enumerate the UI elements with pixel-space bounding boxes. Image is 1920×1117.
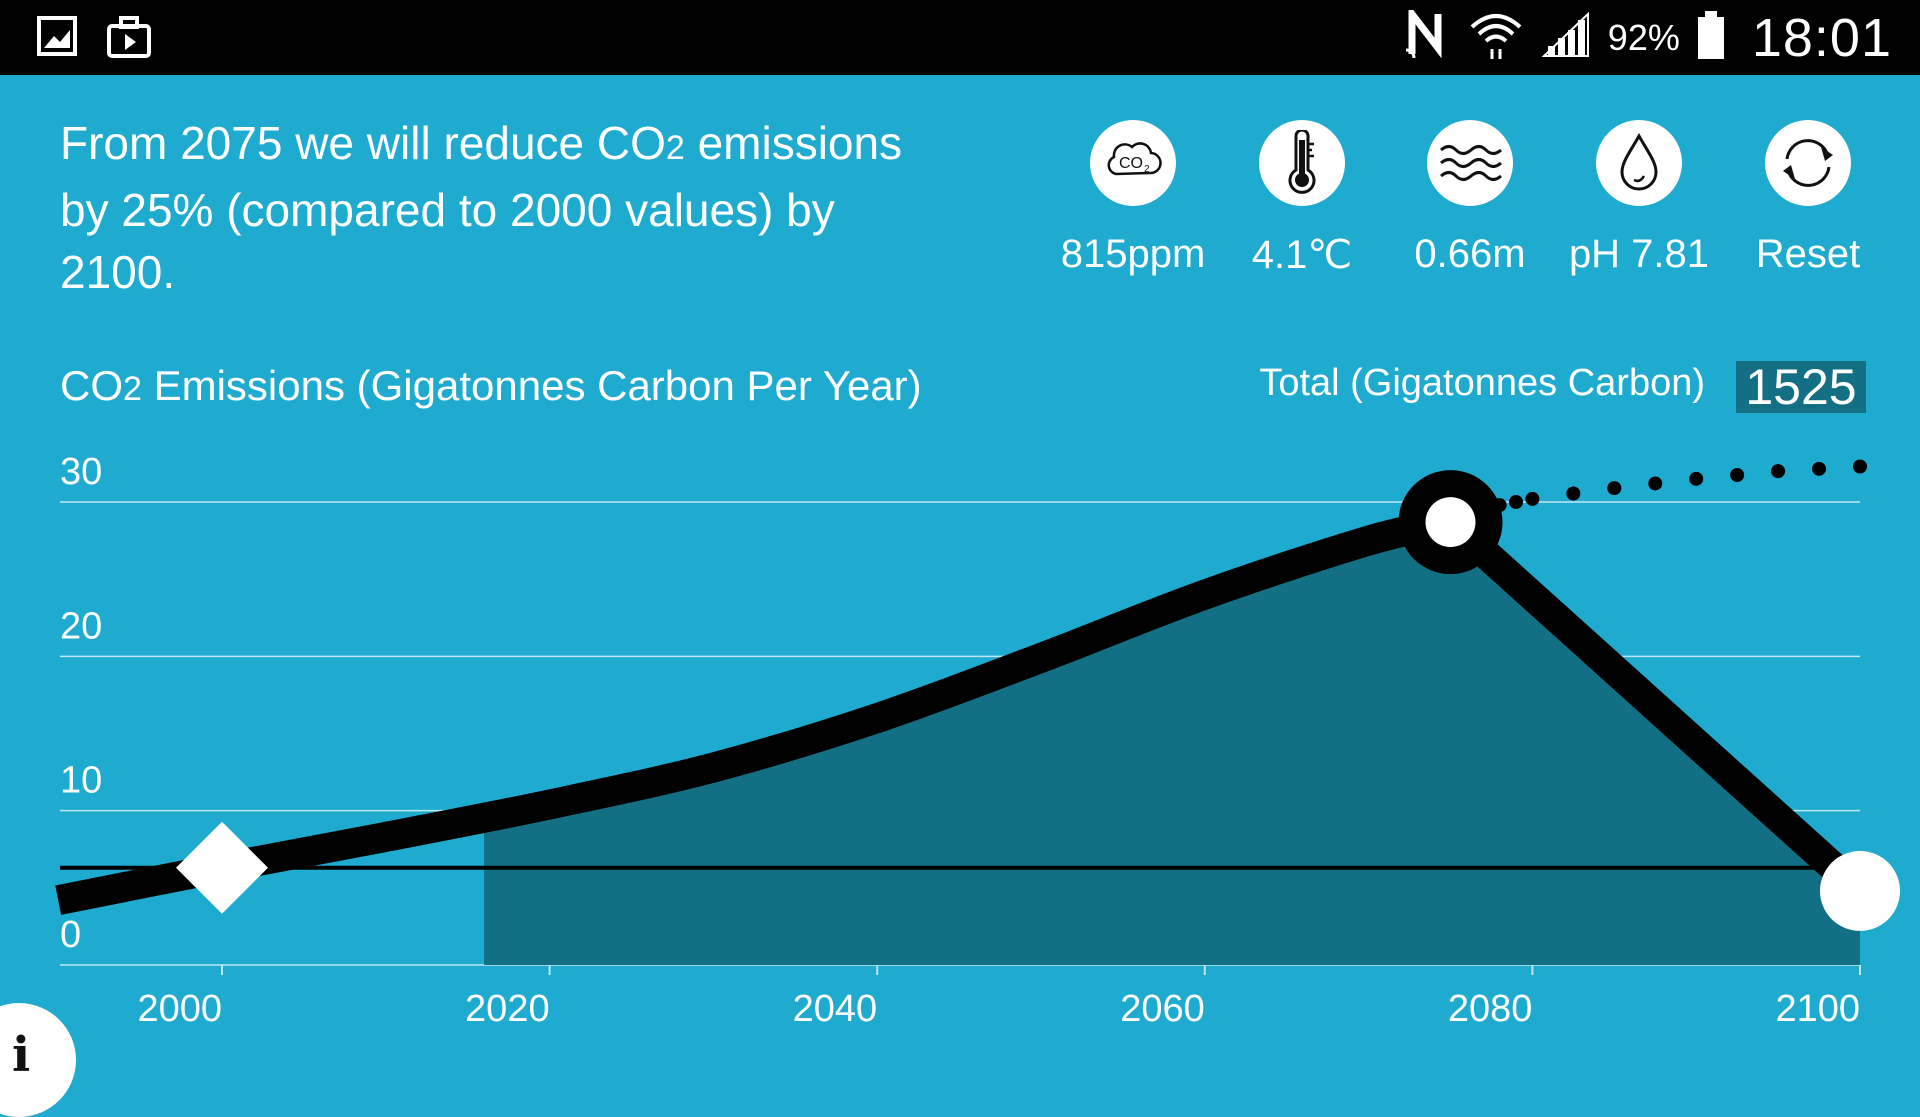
projection-dot <box>1771 464 1786 479</box>
y-tick-label: 30 <box>60 451 102 493</box>
projection-dot <box>1853 459 1867 474</box>
headline-part2: emissions by 25% (compared to 2000 value… <box>60 117 903 298</box>
signal-icon <box>1540 10 1592 65</box>
status-bar: 92% 18:01 <box>0 0 1920 75</box>
projection-dot <box>1525 491 1540 506</box>
x-tick-label: 2080 <box>1448 988 1533 1030</box>
metric-co2: CO 2 815ppm <box>1058 120 1208 277</box>
co2-cloud-icon[interactable]: CO 2 <box>1090 120 1176 206</box>
projection-dot <box>1566 486 1581 501</box>
chart-title-part1: CO <box>60 362 123 409</box>
metric-reset: Reset <box>1733 120 1883 277</box>
clock: 18:01 <box>1751 7 1892 68</box>
y-tick-label: 20 <box>60 605 102 647</box>
y-tick-label: 0 <box>60 914 81 956</box>
chart-title-subscript: 2 <box>123 370 142 408</box>
emissions-line <box>55 507 1871 915</box>
total-label: Total (Gigatonnes Carbon) <box>1259 362 1705 404</box>
chart-title: CO2 Emissions (Gigatonnes Carbon Per Yea… <box>60 362 922 410</box>
thermometer-icon[interactable] <box>1259 120 1345 206</box>
briefcase-icon <box>106 14 152 65</box>
total-value: 1525 <box>1736 361 1866 413</box>
x-tick-label: 2020 <box>465 988 550 1030</box>
cumulative-area <box>484 522 1861 965</box>
metric-ph: pH 7.81 <box>1564 120 1714 277</box>
droplet-icon[interactable] <box>1596 120 1682 206</box>
x-tick-label: 2060 <box>1120 988 1205 1030</box>
x-tick-label: 2100 <box>1775 988 1860 1030</box>
y-tick-label: 10 <box>60 760 102 802</box>
projection-dot <box>1689 471 1704 486</box>
co2-value: 815ppm <box>1060 232 1206 276</box>
wifi-icon <box>1468 9 1524 66</box>
chart-title-part2: Emissions (Gigatonnes Carbon Per Year) <box>141 362 922 409</box>
svg-text:CO: CO <box>1119 155 1143 172</box>
end-marker <box>1820 850 1900 931</box>
battery-percent: 92% <box>1607 16 1680 58</box>
projection-dot <box>1509 495 1524 509</box>
peak-marker-center <box>1425 497 1476 548</box>
projection-dot <box>1648 476 1663 491</box>
baseline-diamond-marker <box>176 821 268 914</box>
sea-level-value: 0.66m <box>1414 232 1526 276</box>
battery-icon <box>1696 9 1726 66</box>
ph-value: pH 7.81 <box>1568 232 1710 276</box>
nfc-icon <box>1404 3 1452 65</box>
projection-dot <box>1607 481 1622 496</box>
x-tick-label: 2040 <box>793 988 878 1030</box>
reset-label: Reset <box>1755 232 1861 276</box>
metric-temperature: 4.1℃ <box>1227 120 1377 278</box>
metric-sea-level: 0.66m <box>1395 120 1545 277</box>
scenario-headline: From 2075 we will reduce CO2 emissions b… <box>60 112 960 303</box>
projection-dot <box>1812 461 1827 476</box>
emissions-chart[interactable]: 0 10 20 30 2000 2020 2040 2060 2080 2100 <box>0 0 1920 1080</box>
svg-text:2: 2 <box>1144 164 1150 175</box>
headline-part1: From 2075 we will reduce CO <box>60 117 666 169</box>
projection-dot <box>1730 467 1745 482</box>
waves-icon[interactable] <box>1427 120 1513 206</box>
info-icon: i <box>12 1027 31 1083</box>
x-tick-label: 2000 <box>137 988 222 1030</box>
gallery-icon <box>36 14 78 63</box>
headline-subscript: 2 <box>665 129 685 167</box>
temperature-value: 4.1℃ <box>1251 233 1353 277</box>
refresh-icon[interactable] <box>1765 120 1851 206</box>
